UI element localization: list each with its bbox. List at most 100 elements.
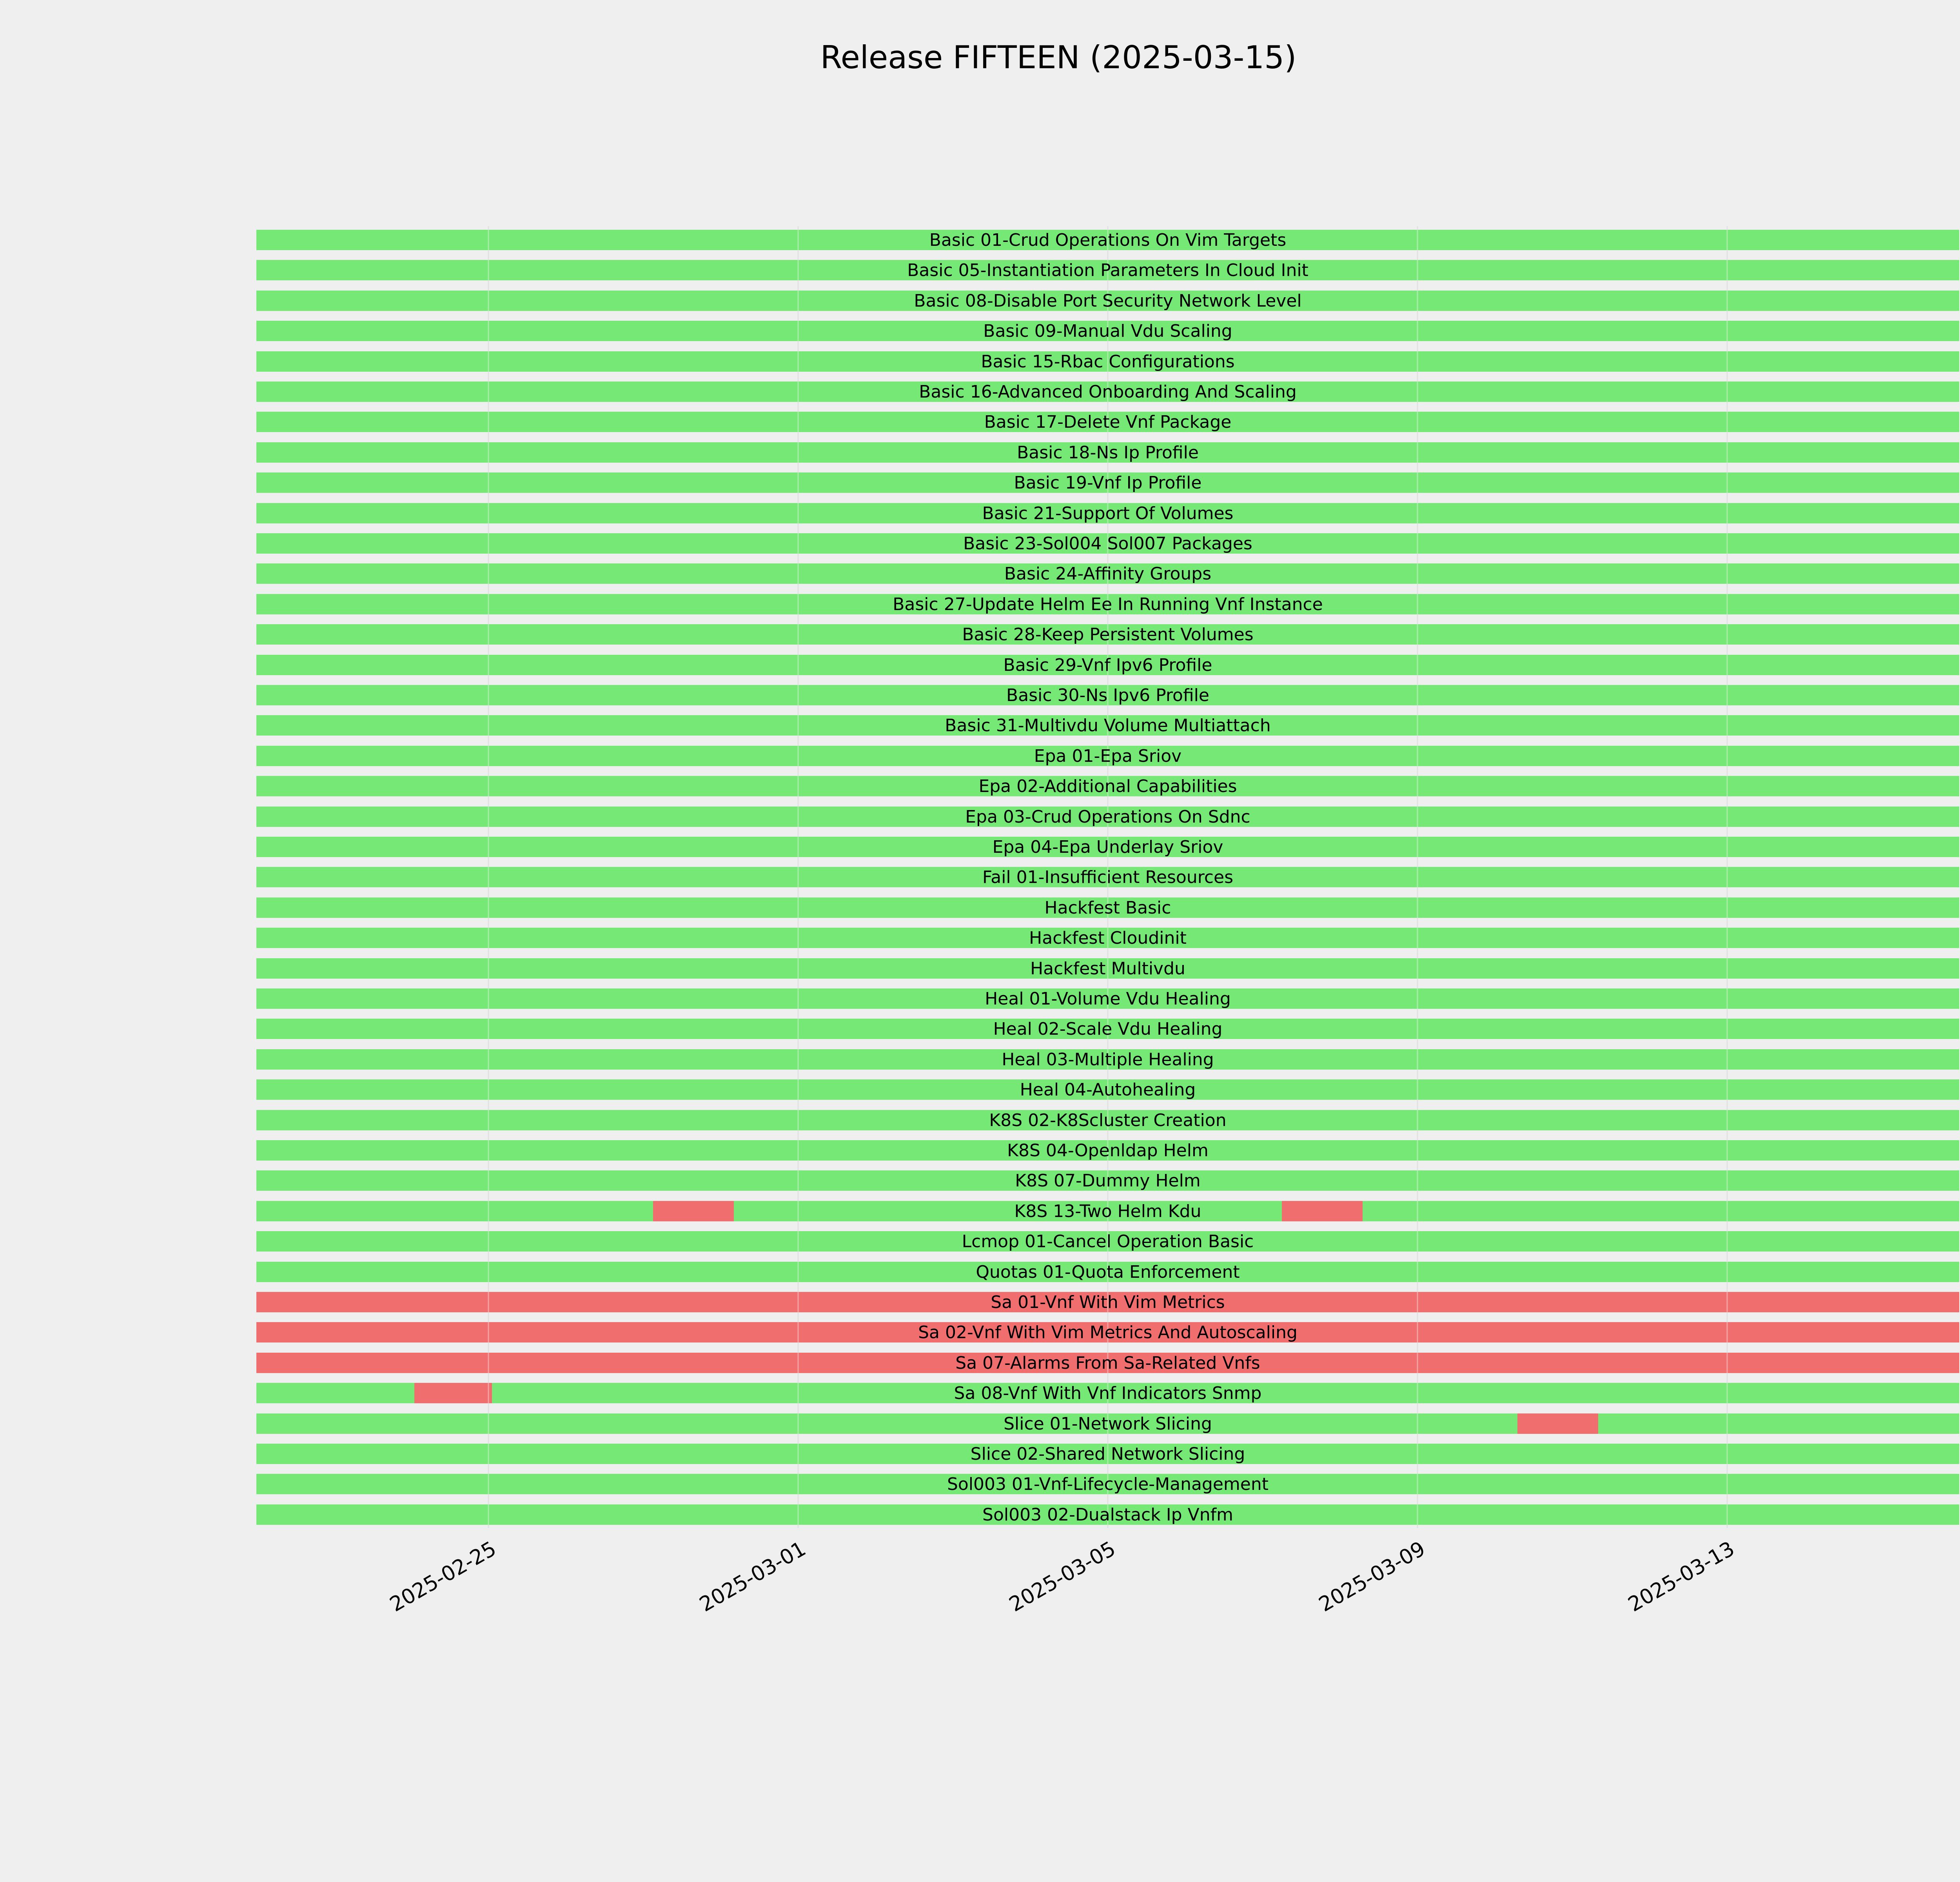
gantt-row-bar (256, 472, 1959, 493)
gridline (1417, 226, 1418, 1528)
gantt-row-bar (256, 594, 1959, 614)
gantt-row-bar (256, 503, 1959, 523)
x-tick-label: 2025-03-13 (1624, 1537, 1739, 1617)
gantt-row-bar (256, 685, 1959, 705)
row-label: Sa 07-Alarms From Sa-Related Vnfs (955, 1353, 1260, 1373)
gantt-row-bar (256, 745, 1959, 766)
row-label: Heal 03-Multiple Healing (1002, 1049, 1214, 1070)
row-label: Basic 17-Delete Vnf Package (984, 412, 1232, 432)
gantt-row-bar (256, 381, 1959, 402)
row-label: Sol003 02-Dualstack Ip Vnfm (982, 1504, 1233, 1525)
fail-segment (1517, 1413, 1598, 1434)
row-label: Sa 02-Vnf With Vim Metrics And Autoscali… (918, 1322, 1298, 1343)
row-label: Hackfest Multivdu (1030, 958, 1185, 979)
gantt-row-bar (256, 897, 1959, 918)
row-label: Basic 05-Instantiation Parameters In Clo… (907, 260, 1308, 281)
gantt-row-bar (256, 1201, 1959, 1221)
gantt-row-bar (256, 1322, 1959, 1343)
gantt-row-bar (256, 563, 1959, 584)
gridline (1107, 226, 1109, 1528)
gantt-row-bar (256, 1019, 1959, 1039)
row-label: Basic 23-Sol004 Sol007 Packages (963, 534, 1252, 554)
gantt-row-bar (256, 1261, 1959, 1282)
x-tick-label: 2025-03-05 (1005, 1537, 1120, 1617)
x-tick-label: 2025-02-25 (386, 1537, 501, 1617)
gantt-row-bar (256, 1049, 1959, 1070)
row-label: Sa 01-Vnf With Vim Metrics (991, 1292, 1225, 1312)
row-label: Basic 30-Ns Ipv6 Profile (1006, 685, 1209, 705)
row-label: K8S 07-Dummy Helm (1015, 1171, 1201, 1191)
gantt-row-bar (256, 230, 1959, 250)
row-label: Quotas 01-Quota Enforcement (976, 1262, 1240, 1282)
row-label: Slice 01-Network Slicing (1004, 1413, 1212, 1434)
row-label: Basic 15-Rbac Configurations (981, 351, 1235, 372)
row-label: K8S 02-K8Scluster Creation (989, 1110, 1227, 1130)
gantt-row-bar (256, 624, 1959, 645)
fail-segment (414, 1383, 492, 1404)
row-label: Epa 02-Additional Capabilities (978, 776, 1237, 797)
gantt-row-bar (256, 867, 1959, 888)
gantt-row-bar (256, 260, 1959, 281)
row-label: Heal 02-Scale Vdu Healing (993, 1019, 1223, 1039)
row-label: Basic 18-Ns Ip Profile (1017, 442, 1199, 463)
row-label: K8S 13-Two Helm Kdu (1014, 1201, 1201, 1221)
row-label: Sol003 01-Vnf-Lifecycle-Management (947, 1474, 1269, 1495)
row-label: Epa 03-Crud Operations On Sdnc (965, 807, 1250, 827)
gantt-row-bar (256, 1352, 1959, 1373)
row-label: Epa 01-Epa Sriov (1034, 746, 1182, 766)
gantt-row-bar (256, 351, 1959, 372)
row-label: Fail 01-Insufficient Resources (982, 867, 1234, 888)
gantt-row-bar (256, 1110, 1959, 1130)
gantt-row-bar (256, 1413, 1959, 1434)
row-label: Basic 28-Keep Persistent Volumes (962, 625, 1254, 645)
gantt-row-bar (256, 1231, 1959, 1252)
gantt-row-bar (256, 654, 1959, 675)
chart-title: Release FIFTEEN (2025-03-15) (820, 39, 1297, 76)
row-label: Hackfest Cloudinit (1029, 928, 1187, 948)
row-label: Heal 01-Volume Vdu Healing (985, 989, 1231, 1009)
gantt-row-bar (256, 1383, 1959, 1404)
labels-layer: Basic 01-Crud Operations On Vim Targets B… (256, 226, 1959, 1528)
gantt-row-bar (256, 837, 1959, 857)
gantt-row-bar (256, 1504, 1959, 1525)
row-label: Basic 29-Vnf Ipv6 Profile (1003, 655, 1212, 675)
row-label: Basic 16-Advanced Onboarding And Scaling (919, 382, 1297, 402)
gantt-row-bar (256, 533, 1959, 554)
row-label: Lcmop 01-Cancel Operation Basic (962, 1232, 1254, 1252)
row-label: Basic 31-Multivdu Volume Multiattach (945, 716, 1271, 736)
row-label: Basic 01-Crud Operations On Vim Targets (929, 230, 1287, 250)
gantt-row-bar (256, 412, 1959, 432)
row-label: Basic 24-Affinity Groups (1004, 564, 1212, 584)
row-label: Heal 04-Autohealing (1020, 1080, 1196, 1100)
row-label: Hackfest Basic (1044, 897, 1171, 918)
gantt-row-bar (256, 1292, 1959, 1312)
gantt-row-bar (256, 442, 1959, 463)
gantt-row-bar (256, 290, 1959, 311)
row-label: Basic 08-Disable Port Security Network L… (914, 291, 1302, 311)
row-label: Sa 08-Vnf With Vnf Indicators Snmp (954, 1383, 1262, 1404)
gantt-row-bar (256, 806, 1959, 827)
gantt-row-bar (256, 1474, 1959, 1495)
fail-segment (653, 1201, 734, 1221)
gantt-row-bar (256, 1140, 1959, 1161)
row-label: Basic 19-Vnf Ip Profile (1014, 473, 1202, 493)
gantt-row-bar (256, 1444, 1959, 1464)
gantt-row-bar (256, 928, 1959, 948)
gantt-row-bar (256, 715, 1959, 736)
row-label: Epa 04-Epa Underlay Sriov (992, 837, 1223, 857)
gantt-row-bar (256, 988, 1959, 1009)
gantt-row-bar (256, 776, 1959, 797)
gridline (1726, 226, 1728, 1528)
gridline (488, 226, 489, 1528)
gridline (797, 226, 799, 1528)
gantt-row-bar (256, 958, 1959, 979)
row-label: Basic 09-Manual Vdu Scaling (983, 321, 1232, 342)
x-axis-ticks: 2025-02-25 2025-03-01 2025-03-05 2025-03-09… (256, 1537, 1959, 1702)
gantt-row-bar (256, 321, 1959, 342)
row-label: Basic 21-Support Of Volumes (982, 503, 1234, 523)
row-label: Slice 02-Shared Network Slicing (970, 1444, 1245, 1464)
gantt-row-bar (256, 1079, 1959, 1100)
plot-area: Basic 01-Crud Operations On Vim Targets B… (256, 226, 1959, 1528)
gantt-row-bar (256, 1170, 1959, 1191)
x-tick-label: 2025-03-01 (695, 1537, 810, 1617)
